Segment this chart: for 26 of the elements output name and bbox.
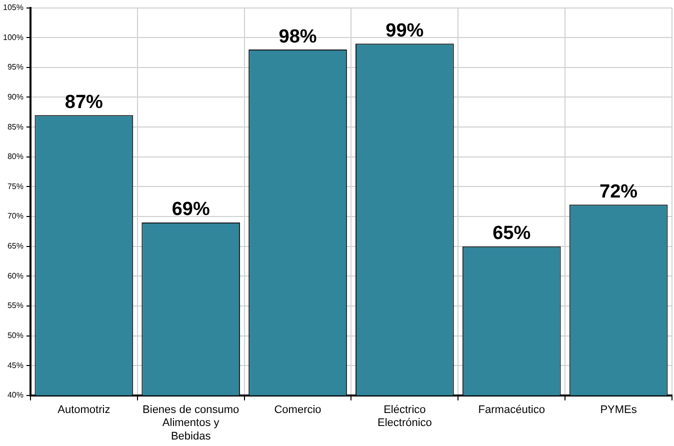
y-tick-label: 75% bbox=[7, 182, 24, 191]
data-label: 99% bbox=[386, 20, 424, 42]
y-tick-label: 80% bbox=[7, 152, 24, 162]
y-tick-label: 45% bbox=[7, 360, 24, 370]
data-label: 69% bbox=[172, 199, 210, 220]
y-tick-label: 100% bbox=[2, 32, 24, 42]
y-tick-label: 65% bbox=[7, 242, 24, 251]
y-tick-label: 95% bbox=[7, 62, 24, 72]
y-tick-label: 40% bbox=[7, 390, 24, 400]
x-tick-label: Eléctrico Electrónico bbox=[377, 404, 432, 430]
y-tick-label: 55% bbox=[7, 301, 24, 310]
y-tick-label: 70% bbox=[7, 212, 24, 221]
data-label: 65% bbox=[492, 223, 531, 244]
x-tick-label: Farmacéutico bbox=[478, 404, 545, 416]
data-label: 98% bbox=[278, 26, 317, 48]
data-label: 87% bbox=[64, 92, 104, 113]
data-label: 72% bbox=[600, 181, 638, 202]
y-tick-label: 85% bbox=[7, 122, 24, 132]
x-tick-label: Comercio bbox=[274, 404, 322, 416]
y-tick-label: 105% bbox=[2, 3, 24, 12]
x-tick-label: Automotriz bbox=[58, 404, 110, 416]
x-tick-label: PYMEs bbox=[600, 404, 638, 416]
x-tick-label: Bienes de consumo Alimentos y Bebidas bbox=[142, 404, 240, 442]
y-tick-label: 90% bbox=[7, 92, 24, 102]
y-tick-label: 50% bbox=[7, 330, 24, 340]
y-tick-label: 60% bbox=[7, 271, 24, 280]
